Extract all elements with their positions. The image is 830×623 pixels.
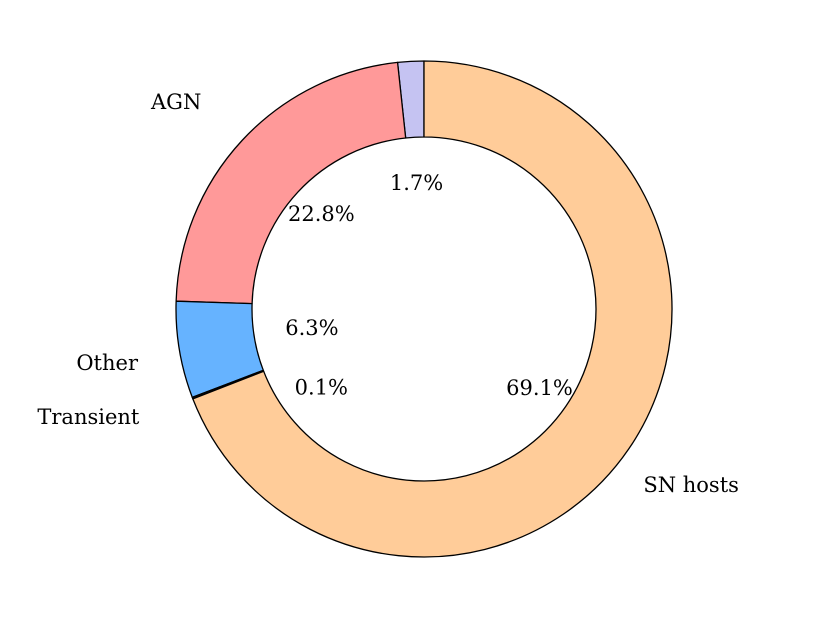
slice-label-transient: Transient — [37, 405, 140, 429]
slice-label-agn: AGN — [150, 90, 201, 114]
slice-sn-hosts — [192, 60, 673, 558]
slice-label-sn-hosts: SN hosts — [643, 473, 739, 497]
slice-pct-other: 6.3% — [285, 316, 338, 340]
slice-pct-sn-hosts: 69.1% — [506, 376, 573, 400]
slice-pct-transient: 0.1% — [295, 375, 348, 399]
slice-label-other: Other — [76, 351, 139, 375]
slice-pct-cluster-galaxies: 1.7% — [390, 171, 443, 195]
slice-agn — [175, 61, 407, 305]
slice-pct-agn: 22.8% — [288, 202, 355, 226]
